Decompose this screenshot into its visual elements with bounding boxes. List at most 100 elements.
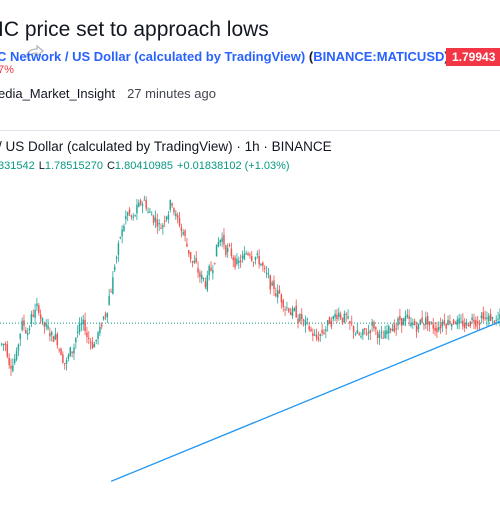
candle — [171, 202, 173, 209]
candle — [254, 256, 257, 265]
price-badge: 1.79943 — [446, 48, 500, 66]
candle — [112, 271, 114, 295]
candle — [423, 323, 425, 331]
candle — [65, 357, 68, 371]
symbol-code-link[interactable]: BINANCE:MATICUSD — [313, 49, 445, 64]
candle — [130, 214, 133, 220]
author-line: edia_Market_Insight 27 minutes ago — [0, 86, 216, 101]
candle — [426, 312, 429, 332]
candle — [12, 358, 14, 373]
candle — [328, 316, 331, 325]
candle — [80, 316, 83, 332]
candle — [352, 325, 355, 340]
candle — [310, 326, 312, 333]
candle — [412, 318, 414, 329]
candle — [441, 319, 444, 333]
candle — [249, 252, 251, 259]
trendline[interactable] — [110, 321, 500, 482]
candle — [104, 311, 107, 321]
candle — [293, 306, 296, 312]
candle — [351, 315, 353, 327]
author-link[interactable]: edia_Market_Insight — [0, 86, 116, 101]
candle — [23, 314, 25, 331]
candle — [4, 341, 7, 352]
candle — [402, 317, 405, 326]
candle — [184, 229, 186, 242]
candle — [206, 270, 209, 293]
candle — [189, 252, 192, 263]
candle — [258, 249, 260, 269]
candle — [332, 315, 334, 322]
candle — [256, 250, 259, 259]
candle — [143, 195, 146, 201]
candle — [382, 330, 384, 339]
candle — [28, 325, 31, 334]
candle — [221, 232, 223, 248]
candle — [345, 311, 347, 323]
candle — [260, 263, 262, 267]
candle — [121, 225, 123, 244]
candle — [367, 324, 370, 340]
candle — [219, 239, 222, 246]
candle — [289, 307, 292, 316]
candle — [128, 207, 131, 217]
candle — [373, 320, 375, 332]
candle — [419, 318, 422, 326]
candle — [482, 306, 484, 323]
candle — [56, 331, 59, 349]
candle — [486, 311, 488, 327]
candle — [460, 314, 462, 324]
candle — [38, 303, 40, 316]
candle — [2, 343, 5, 351]
candle — [197, 261, 199, 278]
candle — [447, 315, 449, 326]
candle — [238, 256, 240, 269]
candle — [267, 267, 270, 279]
candle — [21, 317, 23, 332]
candle — [160, 223, 162, 230]
candle — [263, 265, 266, 273]
candle — [165, 215, 168, 222]
candle — [182, 229, 184, 236]
candle — [413, 318, 416, 326]
candle — [86, 326, 88, 343]
symbol-line: C Network / US Dollar (calculated by Tra… — [0, 49, 449, 64]
candle — [480, 312, 483, 324]
ohlc-low: 1.78515270 — [44, 160, 103, 172]
candle — [145, 196, 147, 211]
candle — [304, 315, 307, 333]
share-icon[interactable] — [24, 45, 44, 63]
candle — [401, 317, 403, 333]
candle — [299, 312, 301, 323]
candle — [43, 321, 46, 334]
candle — [226, 243, 229, 258]
candle — [152, 214, 155, 226]
symbol-name-link[interactable]: C Network / US Dollar (calculated by Tra… — [0, 49, 306, 64]
candle — [136, 199, 138, 221]
candle — [58, 347, 60, 353]
candle — [101, 322, 103, 330]
candle — [193, 255, 196, 264]
candle — [93, 341, 96, 348]
chart-frame[interactable] — [0, 130, 500, 511]
candle — [247, 251, 249, 257]
chart-title: / US Dollar (calculated by TradingView) … — [0, 139, 332, 154]
candle — [51, 330, 53, 342]
candle — [99, 322, 101, 337]
candle — [434, 322, 436, 336]
candle — [141, 201, 144, 214]
candle — [95, 339, 97, 345]
candle — [365, 328, 368, 336]
candle — [386, 324, 388, 339]
candle — [30, 310, 33, 328]
candle — [360, 332, 362, 339]
candle — [343, 310, 346, 324]
candle — [236, 253, 238, 266]
candlestick-chart[interactable] — [0, 170, 500, 500]
candle — [78, 317, 81, 336]
candle — [376, 330, 379, 345]
candle — [52, 335, 55, 343]
candle — [432, 317, 434, 334]
candle — [82, 314, 84, 331]
candle — [408, 309, 410, 327]
